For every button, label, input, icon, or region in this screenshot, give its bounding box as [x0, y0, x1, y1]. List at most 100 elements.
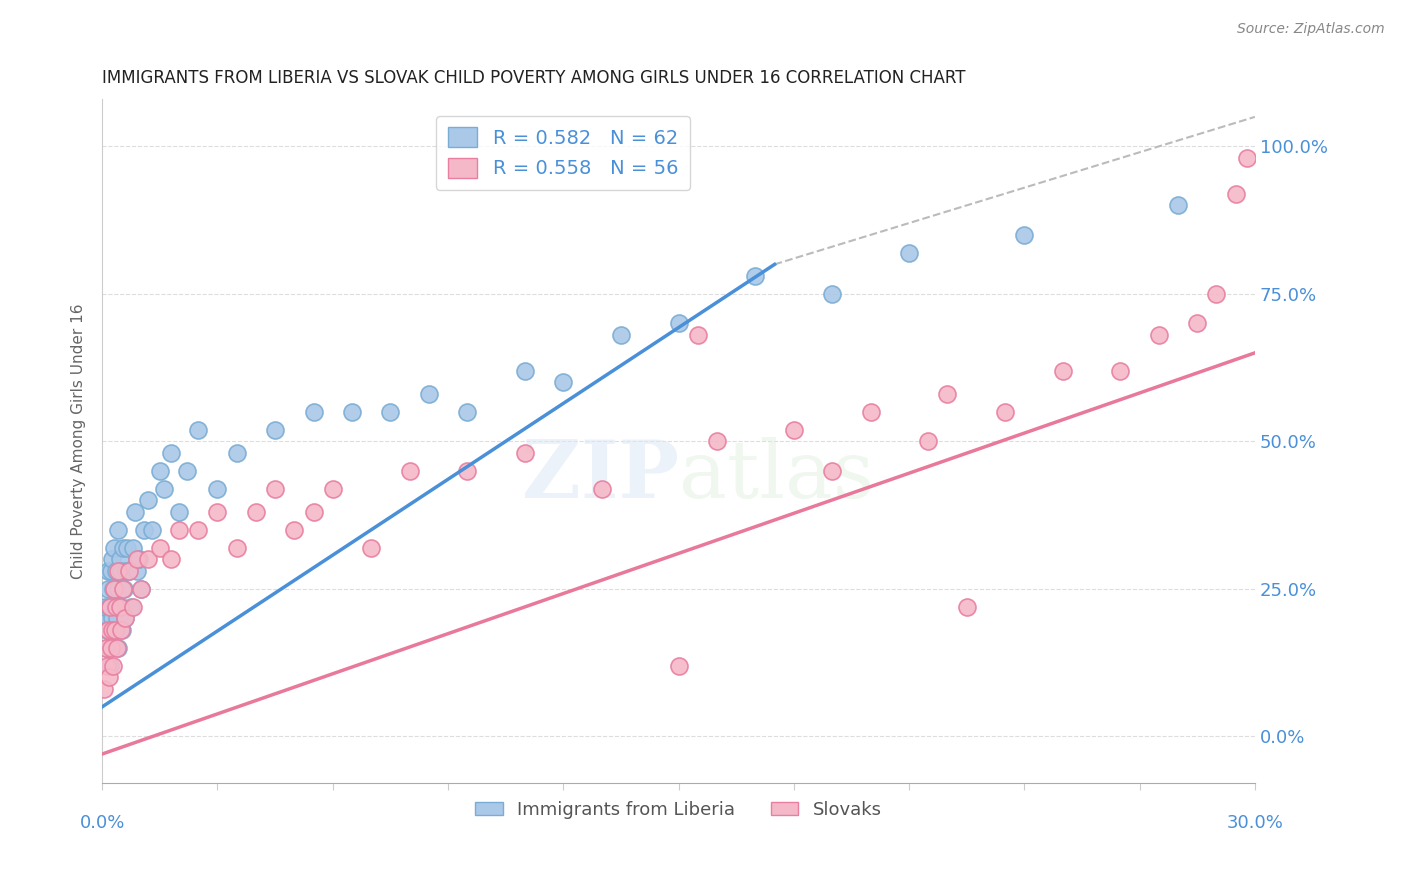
Point — [118, 564, 141, 578]
Point — [418, 387, 440, 401]
Point — [187, 423, 209, 437]
Point — [103, 599, 125, 614]
Point — [101, 658, 124, 673]
Point — [110, 599, 132, 614]
Point — [380, 405, 402, 419]
Text: 0.0%: 0.0% — [80, 814, 125, 832]
Point — [134, 523, 156, 537]
Point — [105, 611, 128, 625]
Point — [98, 658, 121, 673]
Point — [898, 245, 921, 260]
Text: Source: ZipAtlas.com: Source: ZipAtlas.com — [1237, 22, 1385, 37]
Point — [264, 423, 287, 437]
Point — [187, 523, 209, 537]
Point — [100, 564, 122, 578]
Point — [114, 611, 136, 625]
Point — [122, 599, 145, 614]
Point — [136, 493, 159, 508]
Point — [591, 482, 613, 496]
Point — [96, 658, 118, 673]
Point — [456, 464, 478, 478]
Point — [94, 640, 117, 655]
Point — [706, 434, 728, 449]
Point — [101, 623, 124, 637]
Point — [114, 611, 136, 625]
Point — [149, 541, 172, 555]
Point — [513, 363, 536, 377]
Point — [112, 541, 135, 555]
Point — [93, 611, 115, 625]
Point — [322, 482, 344, 496]
Point — [1225, 186, 1247, 201]
Point — [136, 552, 159, 566]
Point — [302, 505, 325, 519]
Point — [107, 640, 129, 655]
Point — [125, 564, 148, 578]
Point — [114, 582, 136, 596]
Point — [783, 423, 806, 437]
Point — [108, 599, 131, 614]
Point — [120, 599, 142, 614]
Point — [245, 505, 267, 519]
Point — [360, 541, 382, 555]
Point — [115, 564, 138, 578]
Point — [101, 582, 124, 596]
Point — [103, 541, 125, 555]
Text: ZIP: ZIP — [522, 436, 679, 515]
Point — [96, 623, 118, 637]
Point — [610, 328, 633, 343]
Point — [744, 269, 766, 284]
Point — [93, 682, 115, 697]
Point — [141, 523, 163, 537]
Point — [107, 564, 129, 578]
Point — [1109, 363, 1132, 377]
Point — [94, 640, 117, 655]
Point — [225, 541, 247, 555]
Point — [1236, 151, 1258, 165]
Legend: Immigrants from Liberia, Slovaks: Immigrants from Liberia, Slovaks — [468, 793, 889, 826]
Point — [456, 405, 478, 419]
Text: 30.0%: 30.0% — [1226, 814, 1284, 832]
Point — [176, 464, 198, 478]
Point — [1147, 328, 1170, 343]
Point — [1052, 363, 1074, 377]
Point — [100, 640, 122, 655]
Point — [118, 564, 141, 578]
Point — [101, 611, 124, 625]
Point — [98, 599, 121, 614]
Point — [103, 623, 125, 637]
Point — [97, 564, 120, 578]
Point — [1167, 198, 1189, 212]
Point — [302, 405, 325, 419]
Point — [101, 552, 124, 566]
Point — [97, 582, 120, 596]
Point — [1205, 286, 1227, 301]
Point — [104, 599, 127, 614]
Point — [149, 464, 172, 478]
Point — [167, 523, 190, 537]
Point — [124, 505, 146, 519]
Point — [936, 387, 959, 401]
Point — [110, 623, 132, 637]
Point — [686, 328, 709, 343]
Point — [97, 623, 120, 637]
Point — [283, 523, 305, 537]
Point — [107, 582, 129, 596]
Text: IMMIGRANTS FROM LIBERIA VS SLOVAK CHILD POVERTY AMONG GIRLS UNDER 16 CORRELATION: IMMIGRANTS FROM LIBERIA VS SLOVAK CHILD … — [103, 69, 966, 87]
Point — [110, 564, 132, 578]
Point — [207, 482, 229, 496]
Point — [1187, 317, 1209, 331]
Point — [668, 658, 690, 673]
Point — [103, 623, 125, 637]
Point — [668, 317, 690, 331]
Point — [112, 582, 135, 596]
Point — [125, 552, 148, 566]
Point — [264, 482, 287, 496]
Point — [152, 482, 174, 496]
Point — [111, 623, 134, 637]
Point — [553, 376, 575, 390]
Point — [98, 599, 121, 614]
Point — [115, 541, 138, 555]
Point — [821, 464, 844, 478]
Point — [167, 505, 190, 519]
